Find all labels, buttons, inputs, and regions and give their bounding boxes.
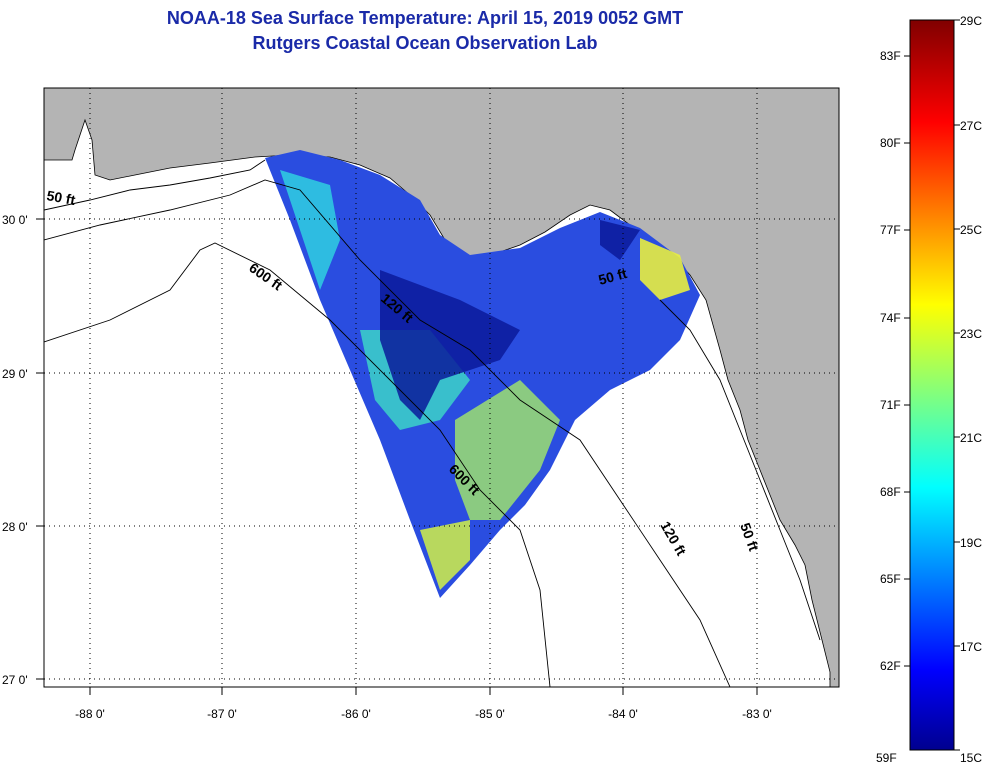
lat-label: 28 0' — [2, 520, 28, 534]
colorbar-f-label: 59F — [876, 751, 897, 765]
colorbar-ticks — [904, 19, 960, 751]
lon-label: -88 0' — [75, 707, 105, 721]
sst-swath-warm-band — [280, 170, 340, 290]
lon-label: -85 0' — [475, 707, 505, 721]
colorbar-f-label: 62F — [880, 659, 901, 673]
map-title: NOAA-18 Sea Surface Temperature: April 1… — [166, 8, 684, 28]
axis-ticks — [36, 218, 758, 695]
colorbar — [909, 19, 955, 751]
colorbar-c-label: 27C — [960, 119, 982, 133]
colorbar-f-label: 77F — [880, 223, 901, 237]
lat-label: 30 0' — [2, 213, 28, 227]
colorbar-f-label: 68F — [880, 485, 901, 499]
colorbar-f-label: 80F — [880, 136, 901, 150]
lon-label: -83 0' — [742, 707, 772, 721]
lon-label: -87 0' — [207, 707, 237, 721]
sst-swath-warm-band — [455, 380, 560, 520]
contour-label: 50 ft — [45, 187, 76, 208]
colorbar-c-label: 19C — [960, 536, 982, 550]
map-frame — [43, 87, 840, 688]
sst-swath-cold-band — [380, 270, 520, 420]
lat-label: 27 0' — [2, 673, 28, 687]
colorbar-c-label: 17C — [960, 640, 982, 654]
colorbar-c-label: 21C — [960, 431, 982, 445]
colorbar-f-label: 71F — [880, 398, 901, 412]
lon-label: -86 0' — [341, 707, 371, 721]
lat-label: 29 0' — [2, 367, 28, 381]
sst-swath — [265, 150, 700, 598]
colorbar-c-label: 25C — [960, 223, 982, 237]
depth-contours — [44, 159, 821, 687]
land-mass — [44, 88, 839, 687]
colorbar-c-label: 23C — [960, 327, 982, 341]
colorbar-c-label: 29C — [960, 14, 982, 28]
lon-label: -84 0' — [608, 707, 638, 721]
map-subtitle: Rutgers Coastal Ocean Observation Lab — [252, 33, 598, 53]
colorbar-c-label: 15C — [960, 751, 982, 765]
colorbar-f-label: 74F — [880, 311, 901, 325]
colorbar-f-label: 83F — [880, 49, 901, 63]
sst-swath-cold-band — [600, 220, 640, 260]
colorbar-f-label: 65F — [880, 572, 901, 586]
sst-swath-warm-band — [640, 238, 690, 300]
sst-swath-warm-band — [420, 520, 470, 590]
contour-label: 50 ft — [597, 265, 629, 288]
